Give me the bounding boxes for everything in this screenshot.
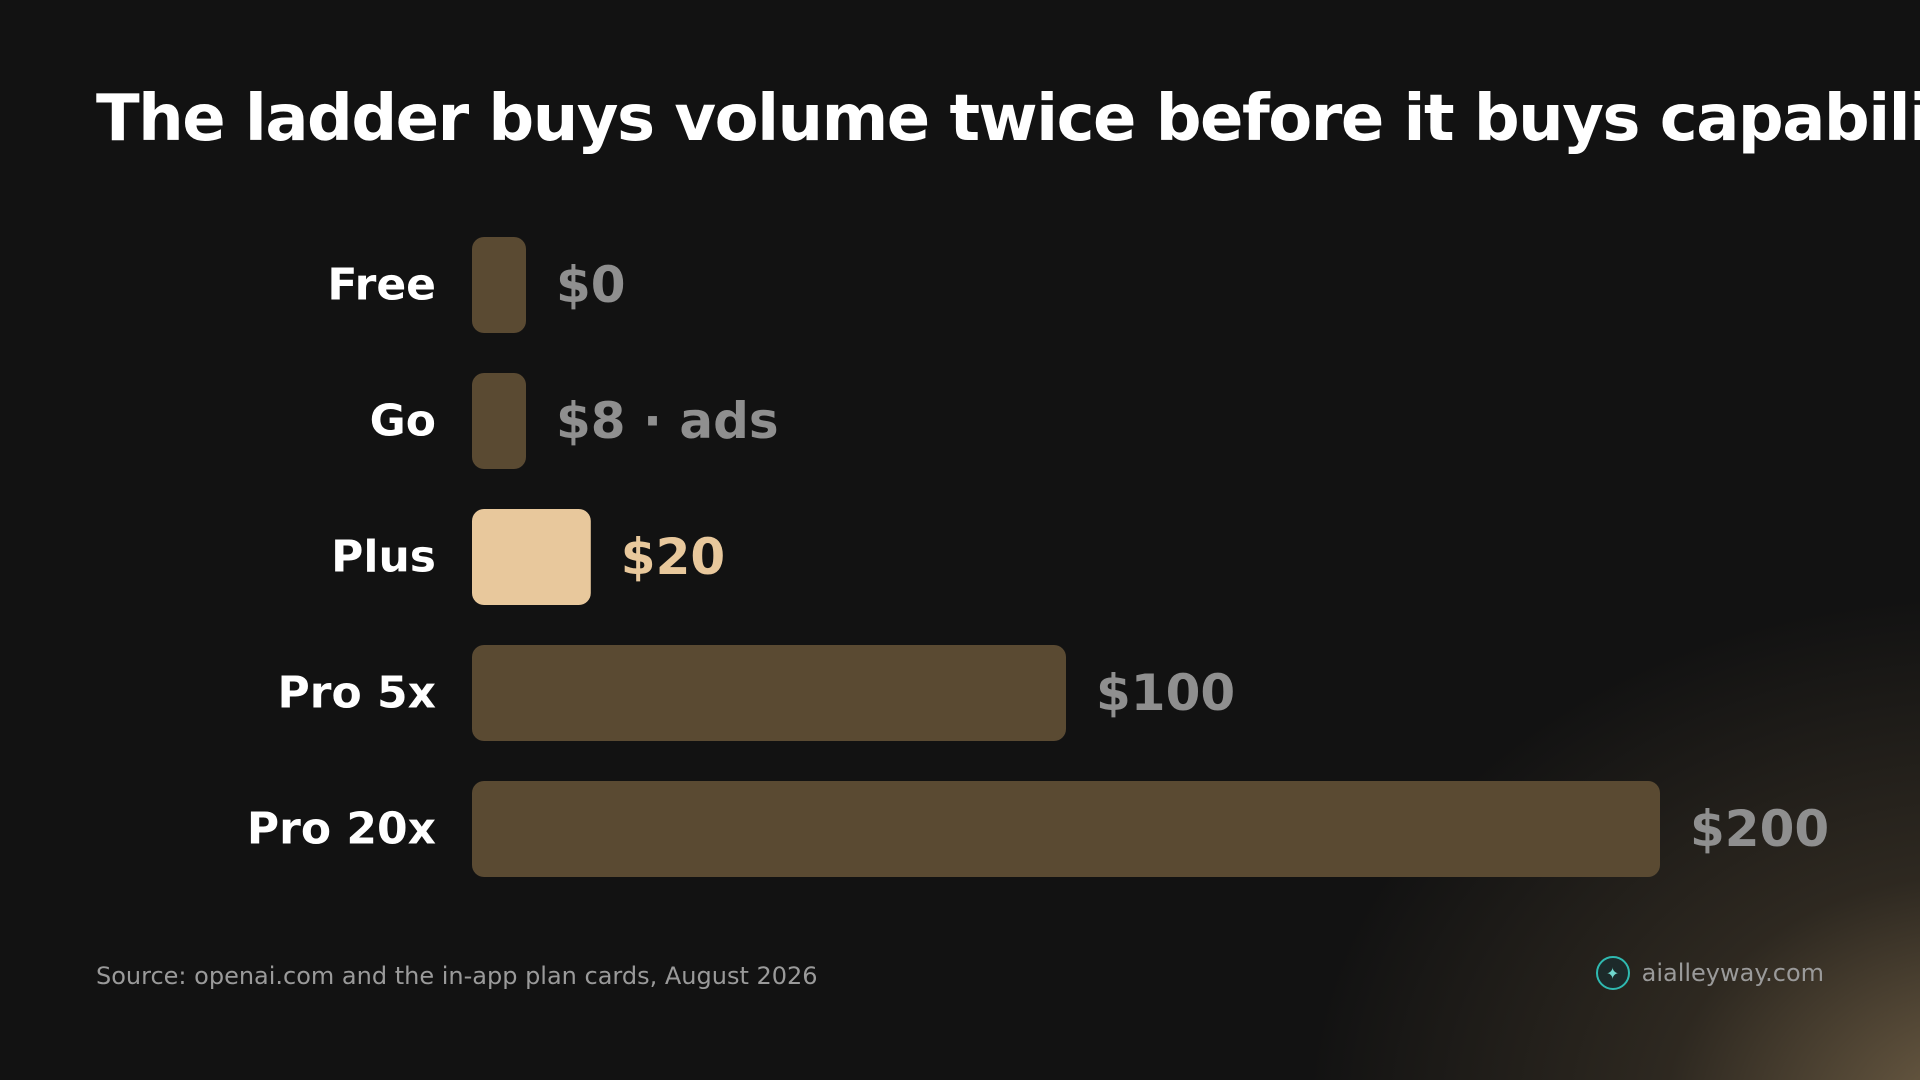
value-label-pro-5x: $100 [1096,664,1235,722]
category-label-pro-5x: Pro 5x [278,668,437,719]
category-label-plus: Plus [331,532,436,583]
value-label-free: $0 [556,256,626,314]
category-label-free: Free [327,260,436,311]
bar-plus [472,509,591,605]
bar-pro-20x [472,781,1660,877]
source-note: Source: openai.com and the in-app plan c… [96,962,818,990]
category-label-pro-20x: Pro 20x [247,804,436,855]
chart-title: The ladder buys volume twice before it b… [96,82,1920,156]
category-label-go: Go [370,396,436,447]
value-label-plus: $20 [621,528,725,586]
brand-link[interactable]: ✦ aialleyway.com [1595,956,1824,990]
butterfly-icon: ✦ [1595,956,1630,990]
value-label-go: $8 · ads [556,392,779,450]
bar-go [472,373,526,469]
bar-free [472,237,526,333]
value-label-pro-20x: $200 [1690,800,1829,858]
bar-pro-5x [472,645,1066,741]
brand-name: aialleyway.com [1641,959,1824,987]
